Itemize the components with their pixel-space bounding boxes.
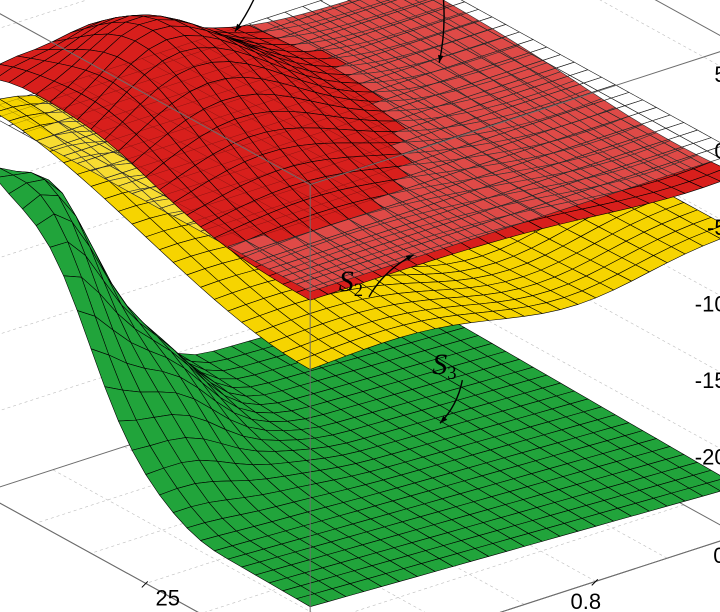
svg-text:0.8: 0.8 <box>570 589 601 612</box>
svg-text:0.7: 0.7 <box>713 543 720 568</box>
svg-text:-15: -15 <box>695 368 720 393</box>
svg-text:25: 25 <box>156 585 180 610</box>
svg-text:0: 0 <box>714 139 720 164</box>
svg-text:5: 5 <box>714 62 720 87</box>
plot-svg: -20-15-10-5050.70.80.91q2025pLE=0S1S2S3 <box>0 0 720 612</box>
lyapunov-surface-plot: -20-15-10-5050.70.80.91q2025pLE=0S1S2S3 <box>0 0 720 612</box>
svg-text:-5: -5 <box>707 215 720 240</box>
svg-text:-10: -10 <box>695 291 720 316</box>
svg-text:-20: -20 <box>695 444 720 469</box>
